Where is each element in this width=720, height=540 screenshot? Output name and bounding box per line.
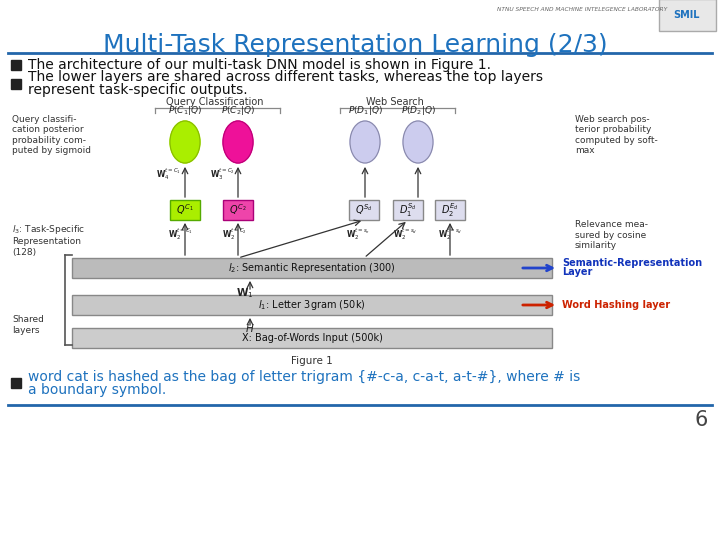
- Text: Multi-Task Representation Learning (2/3): Multi-Task Representation Learning (2/3): [103, 33, 607, 57]
- Text: $D_1^{S_d}$: $D_1^{S_d}$: [399, 201, 417, 219]
- Text: SMIL: SMIL: [674, 10, 701, 20]
- Text: $\mathbf{W}_2^{t=C_2}$: $\mathbf{W}_2^{t=C_2}$: [222, 226, 246, 242]
- Text: $\mathbf{W}_3^{t=C_2}$: $\mathbf{W}_3^{t=C_2}$: [210, 166, 235, 182]
- Ellipse shape: [223, 121, 253, 163]
- Ellipse shape: [403, 121, 433, 163]
- FancyBboxPatch shape: [72, 295, 552, 315]
- Text: $\mathbf{W}_4^{t=C_1}$: $\mathbf{W}_4^{t=C_1}$: [156, 166, 181, 182]
- Text: Figure 1: Figure 1: [291, 356, 333, 366]
- Text: X: Bag-of-Words Input (500k): X: Bag-of-Words Input (500k): [242, 333, 382, 343]
- FancyBboxPatch shape: [393, 200, 423, 220]
- Text: $H$: $H$: [246, 322, 255, 334]
- Text: $\mathbf{W}_2^{t=C_1}$: $\mathbf{W}_2^{t=C_1}$: [168, 226, 192, 242]
- Ellipse shape: [350, 121, 380, 163]
- Text: a boundary symbol.: a boundary symbol.: [28, 383, 166, 397]
- FancyBboxPatch shape: [72, 328, 552, 348]
- Text: $\mathbf{W}_2^{t=s_n}$: $\mathbf{W}_2^{t=s_n}$: [346, 226, 370, 242]
- Text: NTNU SPEECH AND MACHINE INTELEGENCE LABORATORY: NTNU SPEECH AND MACHINE INTELEGENCE LABO…: [497, 7, 667, 12]
- Text: $l_3$: Task-Specific
Representation
(128): $l_3$: Task-Specific Representation (128…: [12, 223, 85, 257]
- Text: $\mathbf{W}_2^{t=s_d}$: $\mathbf{W}_2^{t=s_d}$: [438, 226, 462, 242]
- FancyBboxPatch shape: [223, 200, 253, 220]
- Text: $Q^{C_2}$: $Q^{C_2}$: [229, 202, 247, 218]
- Text: Word Hashing layer: Word Hashing layer: [562, 300, 670, 310]
- Text: Query classifi-
cation posterior
probability com-
puted by sigmoid: Query classifi- cation posterior probabi…: [12, 115, 91, 155]
- Text: $P(D_2|Q)$: $P(D_2|Q)$: [400, 104, 436, 117]
- Text: word cat is hashed as the bag of letter trigram {#-c-a, c-a-t, a-t-#}, where # i: word cat is hashed as the bag of letter …: [28, 370, 580, 384]
- Text: Layer: Layer: [562, 267, 593, 277]
- Text: $P(C_1|Q)$: $P(C_1|Q)$: [168, 104, 202, 117]
- Text: $P(C_2|Q)$: $P(C_2|Q)$: [221, 104, 255, 117]
- Ellipse shape: [170, 121, 200, 163]
- FancyBboxPatch shape: [659, 0, 716, 31]
- FancyBboxPatch shape: [349, 200, 379, 220]
- Text: The lower layers are shared across different tasks, whereas the top layers: The lower layers are shared across diffe…: [28, 70, 543, 84]
- Text: $\mathbf{W}_2^{t=s_d}$: $\mathbf{W}_2^{t=s_d}$: [393, 226, 417, 242]
- Text: Web Search: Web Search: [366, 97, 424, 107]
- Text: Shared
layers: Shared layers: [12, 315, 44, 335]
- FancyBboxPatch shape: [72, 258, 552, 278]
- Text: 6: 6: [695, 410, 708, 430]
- Text: $P(D_1|Q)$: $P(D_1|Q)$: [348, 104, 382, 117]
- Text: $\mathbf{W}_1$: $\mathbf{W}_1$: [236, 286, 253, 300]
- Text: Relevance mea-
sured by cosine
similarity: Relevance mea- sured by cosine similarit…: [575, 220, 648, 250]
- Text: Web search pos-
terior probability
computed by soft-
max: Web search pos- terior probability compu…: [575, 115, 658, 155]
- Text: $l_1$: Letter 3gram (50k): $l_1$: Letter 3gram (50k): [258, 298, 366, 312]
- Text: Query Classification: Query Classification: [166, 97, 264, 107]
- Text: represent task-specific outputs.: represent task-specific outputs.: [28, 83, 248, 97]
- Text: Semantic-Representation: Semantic-Representation: [562, 258, 702, 268]
- FancyBboxPatch shape: [170, 200, 200, 220]
- Text: $l_2$: Semantic Representation (300): $l_2$: Semantic Representation (300): [228, 261, 396, 275]
- Text: The architecture of our multi-task DNN model is shown in Figure 1.: The architecture of our multi-task DNN m…: [28, 58, 491, 72]
- FancyBboxPatch shape: [435, 200, 465, 220]
- Text: $Q^{C_1}$: $Q^{C_1}$: [176, 202, 194, 218]
- Text: $Q^{S_d}$: $Q^{S_d}$: [355, 202, 373, 218]
- Text: $D_2^{E_d}$: $D_2^{E_d}$: [441, 201, 459, 219]
